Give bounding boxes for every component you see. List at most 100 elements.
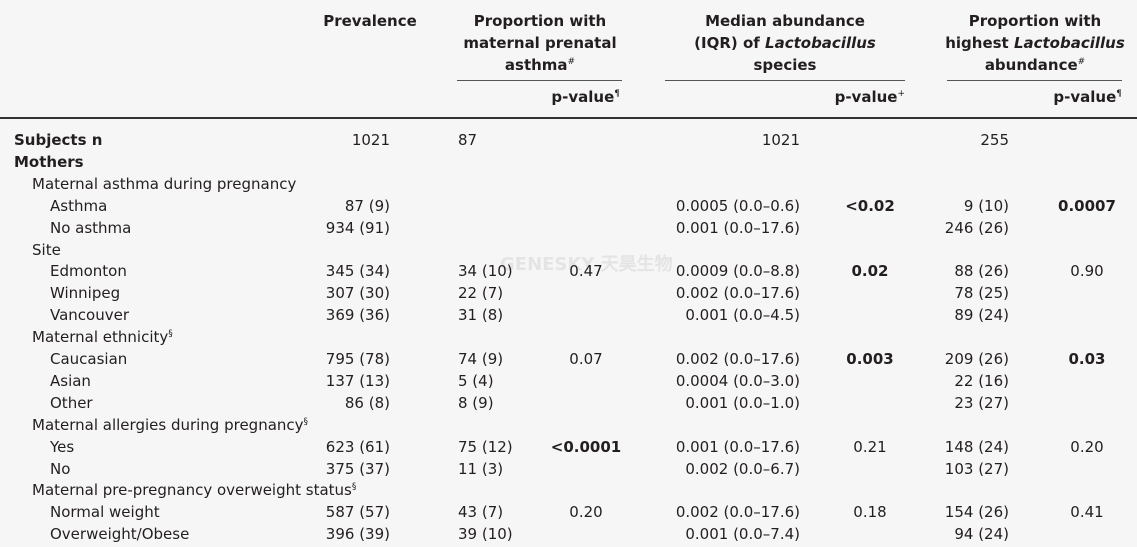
prevalence-cell: 86 (8) (344, 393, 390, 412)
row-label-text: Yes (50, 437, 75, 456)
row-label: Caucasian (50, 348, 127, 370)
header-asthma-sup: # (567, 57, 576, 67)
header-bottom-rule (0, 117, 1137, 119)
row-label: Site (32, 239, 61, 261)
row-label: Asian (50, 370, 91, 392)
row-label-text: Vancouver (50, 306, 129, 325)
header-asthma-line3-text: asthma (504, 56, 568, 74)
header-abundance: Median abundance (IQR) of Lactobacillus … (665, 10, 905, 76)
highest-cell: 209 (26) (944, 350, 1009, 368)
asthma-count-cell: 34 (10) (458, 262, 513, 281)
abundance-cell: 0.0009 (0.0–8.8) (675, 262, 800, 281)
abundance-cell: 0.0004 (0.0–3.0) (675, 371, 800, 390)
highest-cell: 94 (24) (954, 525, 1009, 544)
prevalence-cell: 345 (34) (325, 262, 390, 281)
asthma-count-cell: 39 (10) (458, 525, 513, 544)
header-highest-line3-text: abundance (984, 56, 1078, 74)
abundance-pvalue-cell: <0.02 (845, 196, 895, 215)
highest-cell: 22 (16) (954, 371, 1009, 390)
prevalence-cell: 369 (36) (325, 306, 390, 325)
row-label-text: Caucasian (50, 350, 128, 368)
asthma-count-cell: 87 (458, 131, 478, 149)
abundance-cell: 0.001 (0.0–17.6) (675, 218, 800, 237)
row-label: No (50, 458, 70, 480)
highest-cell: 89 (24) (954, 306, 1009, 325)
row-label-text: Maternal ethnicity (32, 328, 169, 347)
asthma-pvalue-cell: 0.20 (569, 503, 603, 522)
row-label-text: Edmonton (50, 262, 127, 281)
row-label: Other (50, 392, 93, 414)
header-asthma: Proportion with maternal prenatal asthma… (455, 10, 625, 76)
row-label: No asthma (50, 217, 131, 239)
watermark: GENESKY 天昊生物 (500, 254, 673, 275)
header-highest-genus: Lactobacillus (1013, 34, 1125, 52)
row-label-text: Mothers (14, 152, 84, 171)
row-label-sup: § (351, 482, 357, 493)
highest-cell: 9 (10) (963, 196, 1009, 215)
highest-cell: 148 (24) (944, 437, 1009, 456)
row-label: Mothers (14, 151, 84, 173)
abundance-cell: 0.001 (0.0–17.6) (675, 437, 800, 456)
abundance-cell: 0.001 (0.0–4.5) (685, 306, 800, 325)
header-asthma-line3: asthma# (455, 54, 625, 76)
abundance-cell: 0.002 (0.0–17.6) (675, 503, 800, 522)
prevalence-cell: 623 (61) (325, 437, 390, 456)
row-label-text: No (50, 459, 71, 478)
row-label: Overweight/Obese (50, 523, 189, 545)
highest-pvalue-cell: 0.0007 (1058, 196, 1116, 215)
row-label: Asthma (50, 195, 107, 217)
highest-pvalue-cell: 0.41 (1070, 503, 1104, 522)
asthma-count-cell: 74 (9) (458, 350, 504, 368)
highest-pvalue-cell: 0.03 (1068, 350, 1106, 368)
row-label: Subjects n (14, 129, 102, 151)
row-label-text: Maternal asthma during pregnancy (32, 174, 297, 193)
row-label: Vancouver (50, 304, 129, 326)
highest-pvalue-cell: 0.90 (1070, 262, 1104, 281)
highest-cell: 246 (26) (944, 218, 1009, 237)
abundance-cell: 0.001 (0.0–1.0) (685, 393, 800, 412)
highest-cell: 88 (26) (954, 262, 1009, 281)
header-abundance-line2-text: (IQR) of (694, 34, 766, 52)
header-abundance-line2: (IQR) of Lactobacillus (665, 32, 905, 54)
pvalue-asthma-header: p-value¶ (520, 87, 620, 107)
pvalue-abundance-header: p-value+ (800, 87, 905, 107)
header-asthma-line2: maternal prenatal (463, 34, 617, 52)
prevalence-cell: 307 (30) (325, 284, 390, 303)
row-label-text: Winnipeg (50, 284, 121, 303)
row-label-text: Maternal pre-pregnancy overweight status (32, 481, 352, 500)
prevalence-cell: 587 (57) (325, 503, 390, 522)
header-asthma-line1: Proportion with (473, 12, 607, 30)
prevalence-cell: 795 (78) (325, 350, 390, 368)
asthma-pvalue-cell: 0.47 (569, 262, 603, 281)
header-highest: Proportion with highest Lactobacillus ab… (945, 10, 1125, 76)
abundance-cell: 0.001 (0.0–7.4) (685, 525, 800, 544)
asthma-count-cell: 8 (9) (458, 393, 494, 412)
row-label: Maternal ethnicity§ (32, 326, 173, 348)
highest-pvalue-cell: 0.20 (1070, 437, 1104, 456)
header-asthma-rule (457, 80, 622, 81)
asthma-count-cell: 22 (7) (458, 284, 504, 303)
highest-cell: 78 (25) (954, 284, 1009, 303)
header-highest-line1: Proportion with (968, 12, 1102, 30)
header-highest-sup: # (1077, 57, 1086, 67)
asthma-count-cell: 31 (8) (458, 306, 504, 325)
row-label: Maternal asthma during pregnancy (32, 173, 296, 195)
prevalence-cell: 137 (13) (325, 371, 390, 390)
row-label-text: Asian (50, 371, 91, 390)
row-label-sup: § (303, 416, 309, 427)
pvalue-abundance-sup: + (897, 89, 905, 99)
asthma-pvalue-cell: 0.07 (569, 350, 603, 368)
header-abundance-line1: Median abundance (705, 12, 865, 30)
row-label-text: Subjects n (14, 131, 103, 149)
prevalence-cell: 396 (39) (325, 525, 390, 544)
asthma-count-cell: 43 (7) (458, 503, 504, 522)
row-label: Maternal pre-pregnancy overweight status… (32, 479, 356, 501)
abundance-pvalue-cell: 0.18 (853, 503, 887, 522)
header-abundance-rule (665, 80, 905, 81)
asthma-count-cell: 11 (3) (458, 459, 504, 478)
prevalence-cell: 934 (91) (325, 218, 390, 237)
prevalence-cell: 1021 (351, 131, 390, 149)
row-label-text: Other (50, 393, 93, 412)
header-abundance-genus: Lactobacillus (765, 34, 876, 52)
abundance-pvalue-cell: 0.003 (846, 350, 894, 368)
